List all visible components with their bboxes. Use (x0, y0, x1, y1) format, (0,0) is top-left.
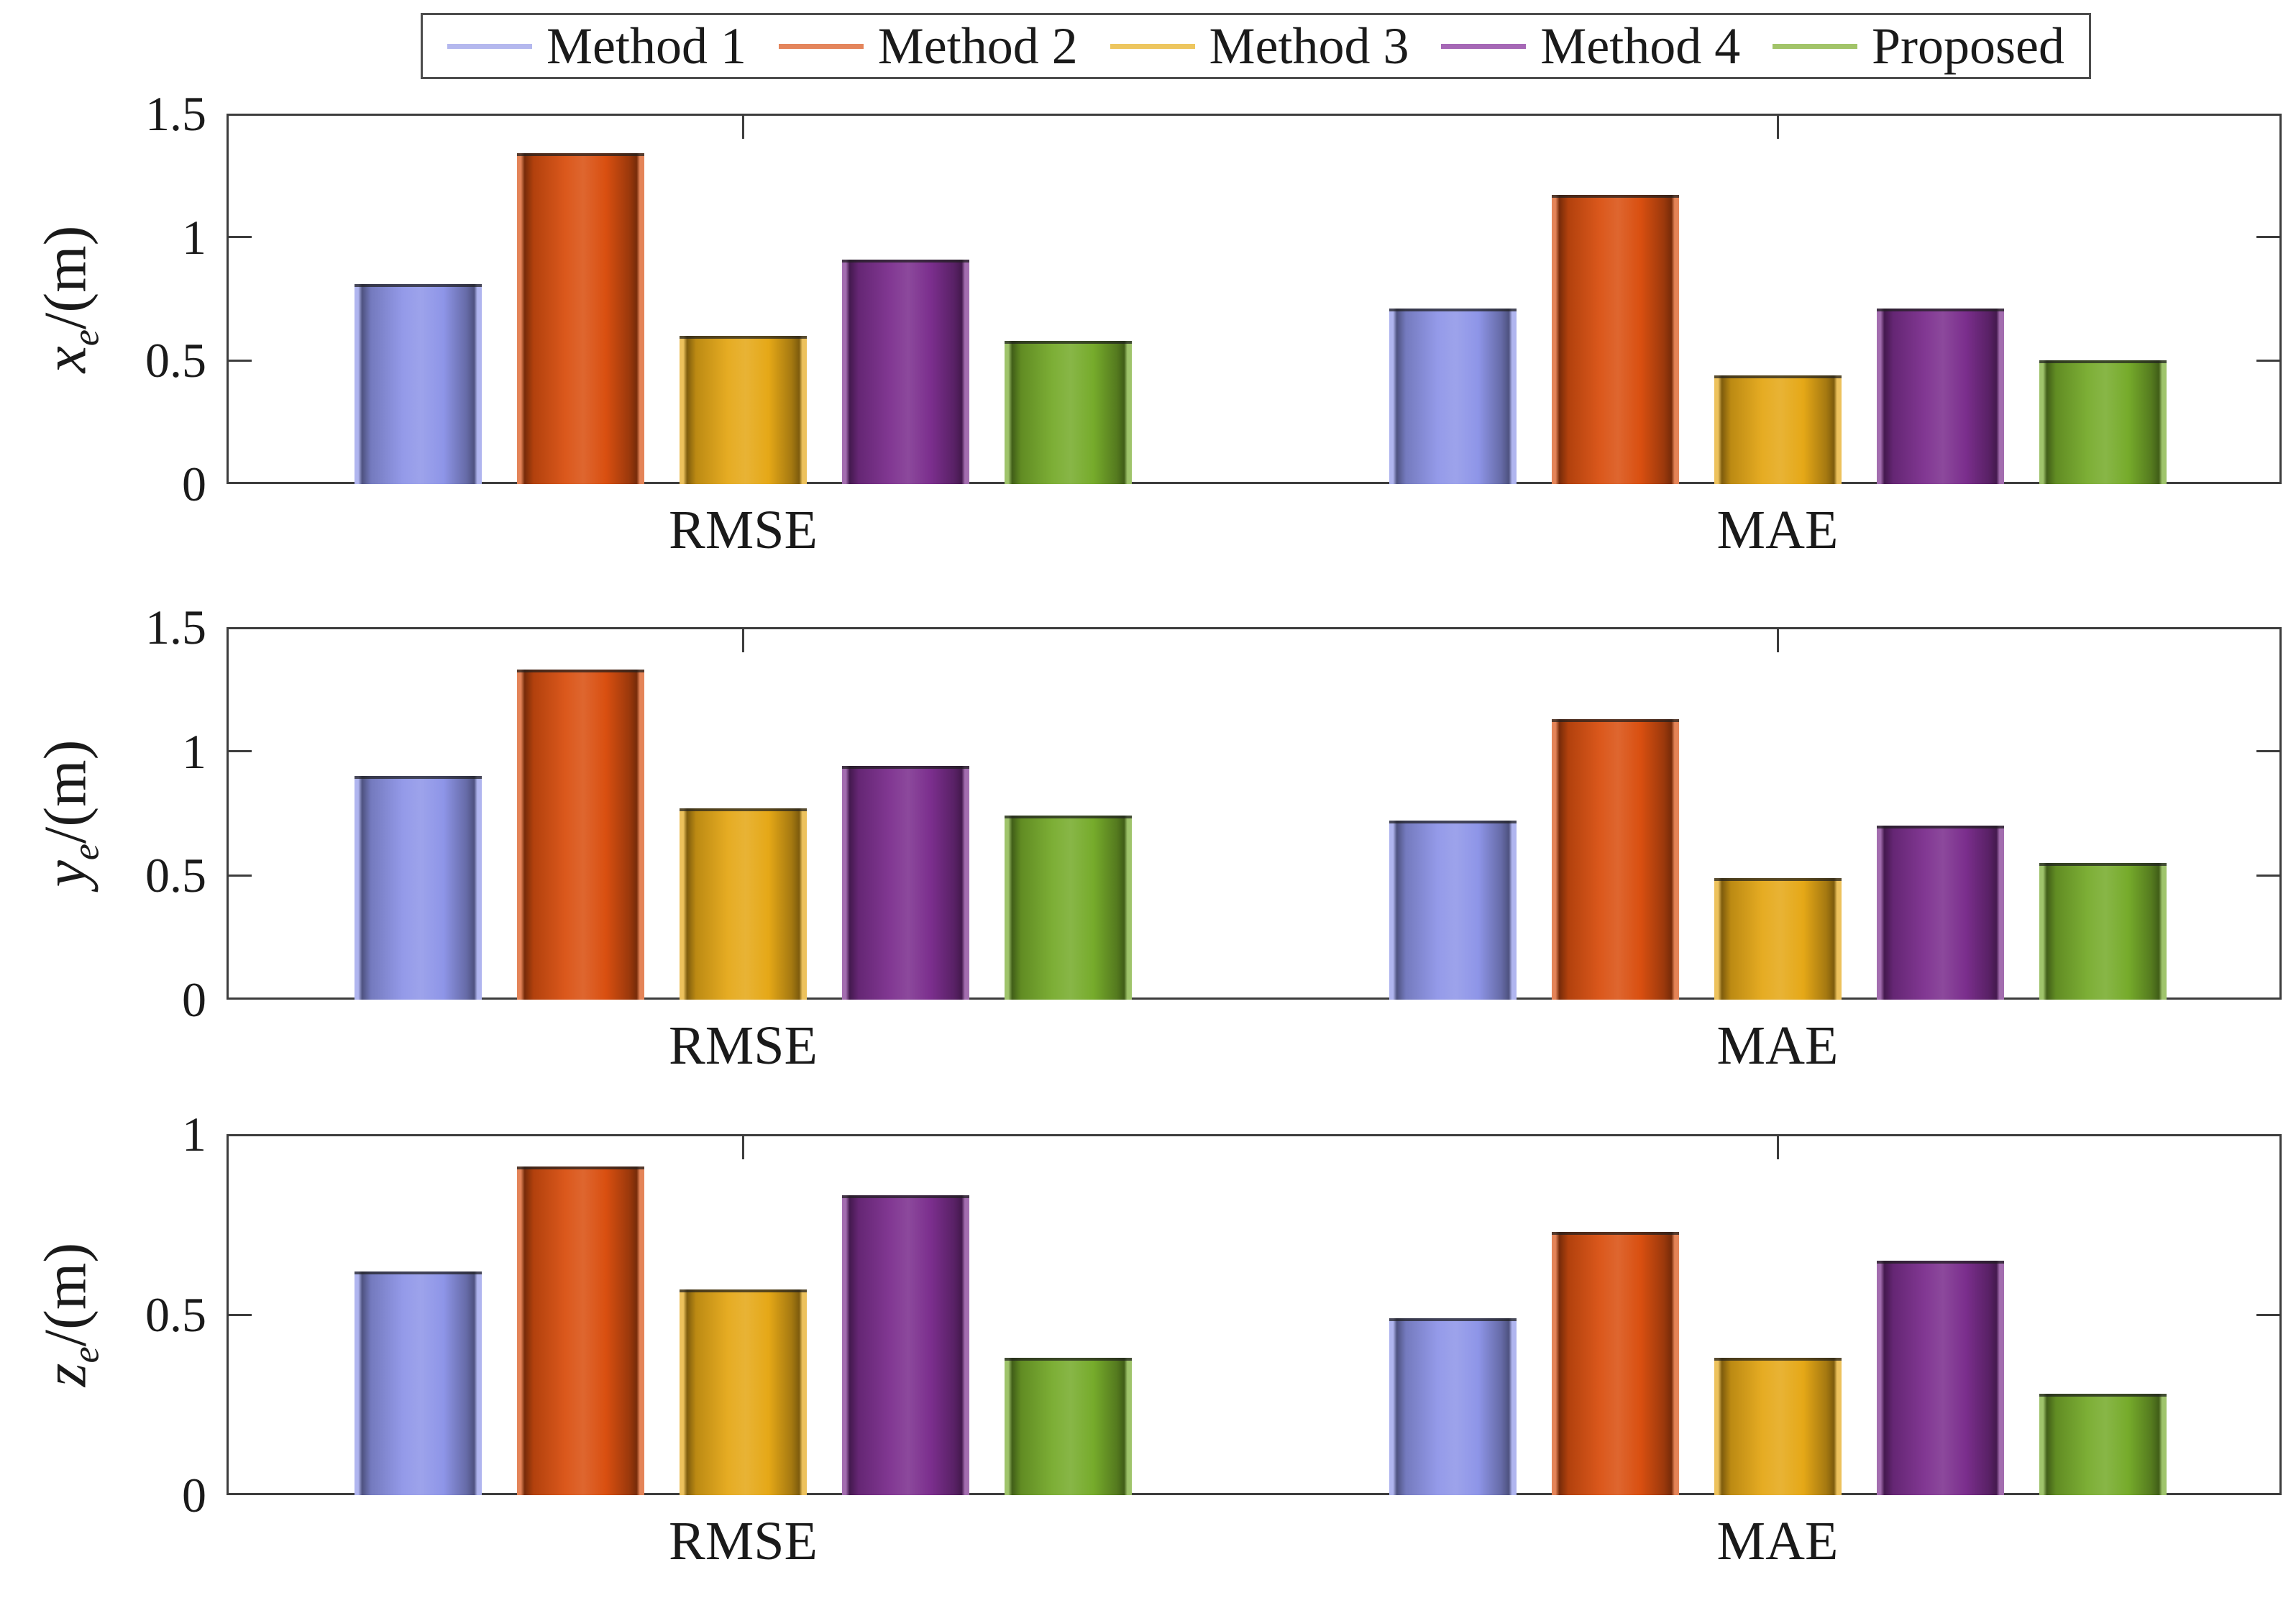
legend-entry-method-3: Method 3 (1110, 20, 1409, 72)
legend-entry-proposed: Proposed (1773, 20, 2064, 72)
bar-method-1-rmse (355, 776, 482, 1000)
bar-method-1-rmse (355, 1271, 482, 1495)
bar-method-2-rmse (517, 670, 644, 1000)
legend-label: Proposed (1872, 17, 2064, 75)
y-tick-label: 1 (182, 1107, 206, 1161)
bar-method-2-rmse (517, 153, 644, 484)
bar-proposed-mae (2039, 863, 2167, 1000)
y-tick-left (229, 874, 252, 877)
y-tick-right (2256, 874, 2279, 877)
y-tick-label: 1 (182, 723, 206, 779)
legend-line-swatch (1773, 43, 1857, 49)
bar-method-1-mae (1389, 309, 1517, 484)
legend-line-swatch (1441, 43, 1527, 49)
bar-method-2-rmse (517, 1166, 644, 1495)
y-tick-label: 0 (182, 972, 206, 1027)
bar-proposed-rmse (1005, 341, 1132, 484)
bar-method-3-mae (1714, 878, 1842, 1000)
y-tick-label: 0 (182, 457, 206, 511)
legend-line-swatch (1110, 43, 1195, 49)
bar-proposed-mae (2039, 360, 2167, 484)
y-tick-label: 1.5 (145, 86, 206, 141)
bar-method-2-mae (1551, 719, 1679, 1000)
y-tick-label: 0 (182, 1468, 206, 1522)
x-tick-top (742, 116, 744, 139)
y-tick-label: 1.5 (145, 600, 206, 654)
x-tick-top (742, 1136, 744, 1159)
y-axis-var: z (32, 1363, 99, 1387)
x-category-label-rmse: RMSE (669, 1511, 818, 1571)
y-tick-label: 0.5 (145, 333, 206, 388)
x-category-label-mae: MAE (1716, 500, 1839, 560)
bar-proposed-mae (2039, 1394, 2167, 1495)
bar-method-2-mae (1551, 1232, 1679, 1495)
x-category-label-mae: MAE (1716, 1015, 1839, 1076)
legend-label: Method 1 (546, 17, 746, 75)
y-tick-label: 1 (182, 209, 206, 265)
x-tick-top (1776, 629, 1779, 652)
bar-method-1-rmse (355, 284, 482, 484)
bar-method-3-mae (1714, 1358, 1842, 1495)
bar-method-3-rmse (680, 808, 807, 1000)
bar-proposed-rmse (1005, 816, 1132, 1000)
legend-line-swatch (778, 43, 864, 49)
y-tick-right (2256, 236, 2279, 239)
bar-method-3-rmse (680, 336, 807, 484)
bar-method-2-mae (1551, 195, 1679, 484)
y-tick-label: 0.5 (145, 848, 206, 903)
x-tick-top (742, 629, 744, 652)
bar-method-4-mae (1876, 309, 2004, 484)
x-category-label-rmse: RMSE (669, 500, 818, 560)
x-tick-top (1776, 1136, 1779, 1159)
bar-proposed-rmse (1005, 1358, 1132, 1495)
legend-entry-method-1: Method 1 (447, 20, 746, 72)
legend-line-swatch (447, 43, 532, 49)
y-tick-right (2256, 1313, 2279, 1316)
y-tick-right (2256, 750, 2279, 753)
y-tick-left (229, 359, 252, 362)
y-axis-sub: e (65, 1346, 107, 1364)
legend-entry-method-4: Method 4 (1441, 20, 1740, 72)
x-category-label-rmse: RMSE (669, 1015, 818, 1076)
x-category-label-mae: MAE (1716, 1511, 1839, 1571)
bar-method-3-mae (1714, 375, 1842, 484)
bar-method-3-rmse (680, 1289, 807, 1495)
bar-method-4-rmse (842, 260, 969, 484)
y-tick-left (229, 750, 252, 753)
bar-method-1-mae (1389, 821, 1517, 1000)
x-tick-top (1776, 116, 1779, 139)
legend-entry-method-2: Method 2 (778, 17, 1078, 75)
legend-label: Method 3 (1209, 17, 1409, 75)
y-tick-left (229, 1313, 252, 1316)
bar-method-4-rmse (842, 1195, 969, 1495)
bar-method-4-mae (1876, 826, 2004, 1000)
bar-method-4-mae (1876, 1261, 2004, 1495)
y-tick-right (2256, 359, 2279, 362)
legend-label: Method 4 (1540, 17, 1741, 75)
legend-label: Method 2 (877, 17, 1078, 75)
legend: Method 1 Method 2 Method 3 Method 4 Proposed (421, 13, 2091, 79)
y-tick-label: 0.5 (145, 1287, 206, 1342)
bar-method-4-rmse (842, 766, 969, 1000)
bar-method-1-mae (1389, 1318, 1517, 1495)
y-tick-left (229, 236, 252, 239)
